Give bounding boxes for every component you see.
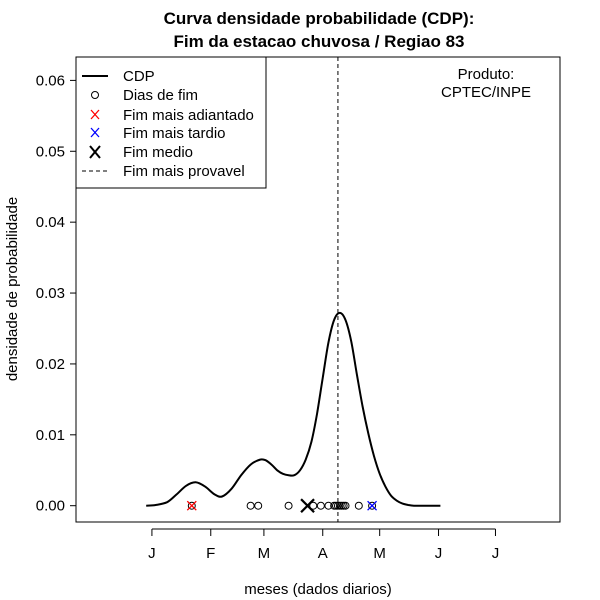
dia-de-fim-point — [341, 501, 350, 510]
x-tick-label: J — [148, 545, 156, 562]
dia-de-fim-point — [316, 501, 325, 510]
y-axis-label: densidade de probabilidade — [4, 197, 21, 381]
dia-de-fim-point — [254, 501, 263, 510]
y-tick-label: 0.06 — [36, 72, 65, 89]
legend-fim-mais-tardio: Fim mais tardio — [123, 125, 226, 142]
chart-title-line-1: Curva densidade probabilidade (CDP): — [164, 9, 475, 28]
legend-red-x-icon — [90, 109, 100, 120]
x-tick-label: A — [318, 545, 328, 562]
legend-fim-mais-adiantado: Fim mais adiantado — [123, 107, 254, 124]
product-source: CPTEC/INPE — [441, 84, 531, 101]
y-tick-label: 0.02 — [36, 356, 65, 373]
product-label: Produto: — [458, 66, 515, 83]
fim-medio-marker — [300, 498, 315, 513]
fim-mais-tardio-marker — [367, 500, 378, 511]
legend-fim-medio: Fim medio — [123, 144, 193, 161]
legend-box — [75, 56, 267, 189]
x-tick-label: J — [435, 545, 443, 562]
y-tick-label: 0.03 — [36, 285, 65, 302]
legend: CDP Dias de fim Fim mais adiantado Fim m… — [75, 56, 267, 189]
x-tick-label: F — [206, 545, 215, 562]
y-tick-label: 0.00 — [36, 498, 65, 515]
legend-fim-mais-provavel: Fim mais provavel — [123, 163, 245, 180]
y-tick-label: 0.05 — [36, 143, 65, 160]
dia-de-fim-point — [187, 501, 196, 510]
legend-cdp: CDP — [123, 68, 155, 85]
fim-mais-adiantado-marker — [186, 500, 197, 511]
legend-blue-x-icon — [90, 127, 100, 138]
x-tick-label: M — [258, 545, 271, 562]
dia-de-fim-point — [368, 501, 377, 510]
dia-de-fim-point — [324, 501, 333, 510]
legend-dias-de-fim: Dias de fim — [123, 87, 198, 104]
chart-title-line-2: Fim da estacao chuvosa / Regiao 83 — [173, 32, 464, 51]
dia-de-fim-point — [309, 501, 318, 510]
y-tick-label: 0.04 — [36, 214, 65, 231]
x-axis-label: meses (dados diarios) — [244, 581, 392, 598]
dia-de-fim-point — [246, 501, 255, 510]
legend-circle-icon — [91, 91, 99, 99]
y-axis: 0.00 0.01 0.02 0.03 0.04 0.05 0.06 — [36, 72, 77, 515]
dia-de-fim-point — [284, 501, 293, 510]
dia-de-fim-point — [354, 501, 363, 510]
cdp-curve — [146, 311, 441, 507]
y-tick-label: 0.01 — [36, 427, 65, 444]
day-markers — [186, 498, 378, 513]
x-tick-label: M — [373, 545, 386, 562]
x-tick-label: J — [492, 545, 500, 562]
legend-big-x-icon — [89, 145, 101, 159]
